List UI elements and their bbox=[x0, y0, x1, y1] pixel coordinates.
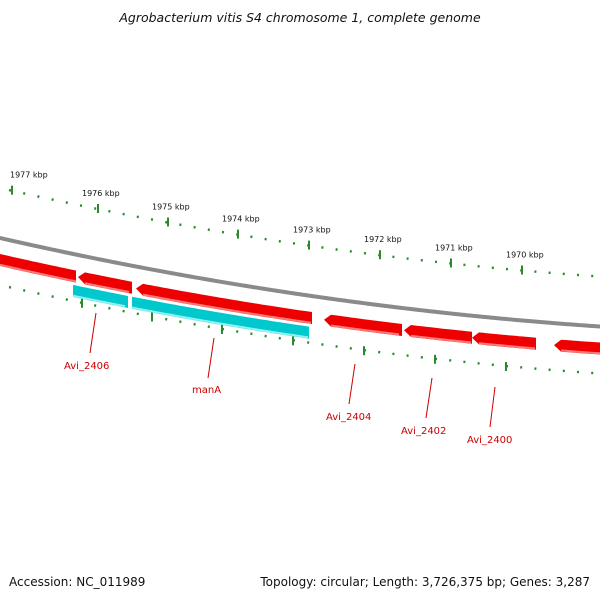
gene-feature bbox=[324, 314, 402, 336]
outer-tick-ruler bbox=[8, 185, 594, 278]
inner-minor-tick bbox=[8, 285, 12, 289]
ruler-label: 1973 kbp bbox=[293, 226, 331, 235]
gene-feature-highlight bbox=[0, 263, 77, 283]
cds-feature bbox=[73, 284, 128, 308]
gene-feature-highlight bbox=[142, 293, 312, 324]
cds-feature bbox=[132, 296, 309, 339]
outer-minor-tick bbox=[8, 188, 12, 192]
accession-text: Accession: NC_011989 bbox=[9, 575, 146, 589]
cds-feature-highlight bbox=[131, 306, 309, 339]
gene-feature-highlight bbox=[84, 282, 130, 293]
ruler-labels: 1977 kbp 1976 kbp 1975 kbp 1974 kbp 1973 kbp… bbox=[10, 171, 544, 260]
outer-minor-tick bbox=[65, 201, 69, 205]
ruler-label: 1971 kbp bbox=[435, 244, 473, 253]
map-title: Agrobacterium vitis S4 chromosome 1, com… bbox=[119, 10, 481, 25]
outer-minor-tick bbox=[37, 195, 40, 199]
gene-label: Avi_2406 bbox=[64, 361, 109, 372]
gene-label: Avi_2400 bbox=[467, 435, 512, 446]
gene-label: Avi_2402 bbox=[401, 426, 446, 437]
gene-label: manA bbox=[192, 385, 221, 396]
gene-label-leaders bbox=[89, 312, 496, 428]
gene-feature bbox=[404, 325, 472, 344]
gene-feature bbox=[0, 254, 76, 283]
gene-feature-highlight bbox=[410, 334, 472, 344]
ruler-label: 1977 kbp bbox=[10, 171, 48, 180]
gene-feature-highlight bbox=[330, 324, 400, 336]
gene-label-leader bbox=[207, 337, 215, 379]
gene-label-leader bbox=[89, 312, 97, 354]
gene-label-leader bbox=[348, 363, 356, 405]
gene-label-leader bbox=[489, 386, 496, 428]
ruler-label: 1972 kbp bbox=[364, 235, 402, 244]
ruler-label: 1975 kbp bbox=[152, 203, 190, 212]
gene-feature bbox=[78, 272, 132, 294]
outer-minor-tick bbox=[22, 191, 26, 195]
gene-label-leader bbox=[425, 377, 433, 419]
ruler-label: 1974 kbp bbox=[222, 215, 260, 224]
outer-minor-tick bbox=[51, 198, 54, 202]
inner-minor-tick bbox=[37, 292, 40, 296]
backbone-line bbox=[0, 235, 600, 329]
gene-feature bbox=[472, 332, 536, 350]
cds-feature-highlight bbox=[72, 294, 126, 308]
inner-minor-tick bbox=[65, 298, 69, 302]
genome-summary-text: Topology: circular; Length: 3,726,375 bp… bbox=[260, 575, 590, 589]
gene-feature bbox=[136, 283, 312, 324]
ruler-label: 1976 kbp bbox=[82, 189, 120, 198]
gene-label: Avi_2404 bbox=[326, 412, 371, 423]
inner-minor-tick bbox=[51, 295, 54, 299]
gene-features bbox=[0, 254, 600, 355]
ruler-label: 1970 kbp bbox=[506, 251, 544, 260]
gene-labels: Avi_2406 manA Avi_2404 Avi_2402 Avi_2400 bbox=[64, 361, 512, 446]
inner-tick-ruler bbox=[8, 285, 594, 375]
chromosome-backbone bbox=[0, 235, 600, 329]
gene-feature-highlight bbox=[478, 342, 536, 350]
inner-minor-tick bbox=[22, 288, 26, 292]
gene-feature-highlight bbox=[560, 349, 600, 355]
